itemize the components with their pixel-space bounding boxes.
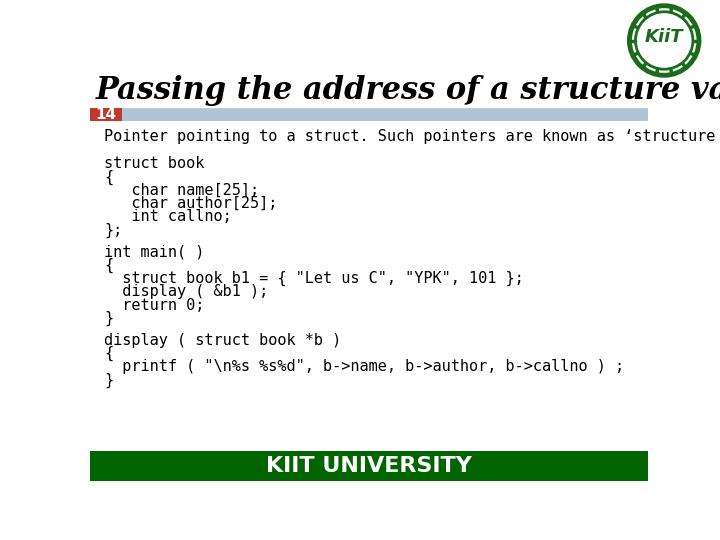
Text: int callno;: int callno;	[104, 210, 232, 225]
FancyBboxPatch shape	[90, 451, 648, 481]
Text: Passing the address of a structure variable to a function: Passing the address of a structure varia…	[96, 75, 720, 106]
Text: display ( struct book *b ): display ( struct book *b )	[104, 333, 341, 348]
Text: 14: 14	[96, 107, 117, 122]
Text: };: };	[104, 223, 122, 238]
Text: char author[25];: char author[25];	[104, 196, 277, 211]
FancyBboxPatch shape	[90, 109, 122, 121]
Text: struct book: struct book	[104, 156, 204, 171]
Text: printf ( "\n%s %s%d", b->name, b->author, b->callno ) ;: printf ( "\n%s %s%d", b->name, b->author…	[104, 359, 624, 374]
Text: return 0;: return 0;	[104, 298, 204, 313]
Text: KiiT: KiiT	[645, 29, 683, 46]
Text: display ( &b1 );: display ( &b1 );	[104, 285, 268, 299]
Text: int main( ): int main( )	[104, 245, 204, 259]
Text: Pointer pointing to a struct. Such pointers are known as ‘structure pointers’.: Pointer pointing to a struct. Such point…	[104, 129, 720, 144]
Text: }: }	[104, 373, 113, 388]
Text: struct book b1 = { "Let us C", "YPK", 101 };: struct book b1 = { "Let us C", "YPK", 10…	[104, 271, 523, 286]
Text: }: }	[104, 311, 113, 326]
Text: {: {	[104, 258, 113, 273]
Text: {: {	[104, 346, 113, 361]
Text: KIIT UNIVERSITY: KIIT UNIVERSITY	[266, 456, 472, 476]
Text: char name[25];: char name[25];	[104, 183, 259, 198]
Circle shape	[636, 12, 693, 69]
FancyBboxPatch shape	[90, 109, 648, 121]
Text: {: {	[104, 170, 113, 185]
